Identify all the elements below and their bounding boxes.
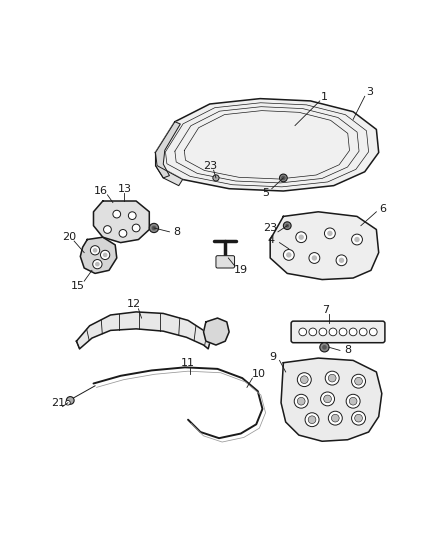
Circle shape (325, 228, 336, 239)
Circle shape (309, 253, 320, 263)
Text: 15: 15 (71, 281, 85, 290)
Circle shape (119, 230, 127, 237)
Polygon shape (93, 201, 149, 243)
Circle shape (354, 237, 360, 242)
Text: 23: 23 (203, 160, 217, 171)
Circle shape (322, 345, 327, 350)
Circle shape (103, 225, 111, 233)
Text: 20: 20 (62, 232, 76, 242)
Circle shape (328, 374, 336, 382)
Text: 8: 8 (173, 227, 181, 237)
Circle shape (298, 235, 304, 240)
Circle shape (103, 253, 107, 257)
Circle shape (308, 416, 316, 424)
Text: 1: 1 (321, 92, 328, 102)
Circle shape (328, 411, 342, 425)
Circle shape (286, 252, 292, 257)
Circle shape (128, 212, 136, 220)
Text: 10: 10 (251, 369, 265, 379)
Circle shape (281, 175, 286, 180)
Circle shape (300, 376, 308, 384)
Circle shape (283, 222, 291, 230)
Text: 6: 6 (379, 204, 386, 214)
Circle shape (352, 374, 366, 388)
Text: 11: 11 (181, 359, 195, 368)
Circle shape (149, 223, 159, 232)
Circle shape (283, 249, 294, 260)
Circle shape (93, 248, 97, 253)
Text: 4: 4 (268, 235, 275, 245)
Circle shape (132, 224, 140, 232)
Circle shape (297, 373, 311, 386)
Circle shape (324, 395, 332, 403)
Circle shape (294, 394, 308, 408)
Circle shape (309, 328, 317, 336)
Circle shape (355, 414, 362, 422)
Circle shape (355, 377, 362, 385)
Circle shape (66, 400, 70, 405)
Text: 19: 19 (234, 265, 248, 276)
Polygon shape (281, 358, 382, 441)
Text: 8: 8 (344, 345, 351, 356)
Circle shape (67, 397, 74, 405)
Circle shape (113, 210, 120, 218)
Circle shape (297, 398, 305, 405)
Circle shape (321, 392, 335, 406)
Circle shape (339, 257, 344, 263)
Circle shape (349, 398, 357, 405)
Circle shape (346, 394, 360, 408)
Text: 5: 5 (262, 188, 269, 198)
Circle shape (359, 328, 367, 336)
Circle shape (213, 175, 219, 181)
Circle shape (299, 328, 307, 336)
Circle shape (95, 262, 100, 266)
Circle shape (285, 224, 289, 228)
Circle shape (312, 255, 317, 261)
Text: 12: 12 (127, 299, 141, 309)
Circle shape (90, 246, 100, 255)
Circle shape (349, 328, 357, 336)
Polygon shape (155, 99, 379, 191)
Circle shape (152, 225, 156, 230)
Circle shape (332, 414, 339, 422)
Text: 21: 21 (51, 398, 65, 408)
Circle shape (329, 328, 337, 336)
Circle shape (339, 328, 347, 336)
Text: 23: 23 (263, 223, 277, 233)
Circle shape (319, 328, 327, 336)
Polygon shape (155, 122, 180, 178)
Circle shape (325, 371, 339, 385)
Polygon shape (204, 318, 229, 345)
FancyBboxPatch shape (216, 256, 235, 268)
Polygon shape (80, 237, 117, 273)
Circle shape (336, 255, 347, 265)
Circle shape (327, 231, 332, 236)
Circle shape (100, 251, 110, 260)
Circle shape (352, 234, 362, 245)
Circle shape (305, 413, 319, 426)
Circle shape (279, 174, 287, 182)
Polygon shape (77, 312, 210, 349)
Circle shape (296, 232, 307, 243)
Circle shape (320, 343, 329, 352)
Circle shape (369, 328, 377, 336)
Circle shape (93, 260, 102, 269)
Text: 7: 7 (322, 304, 329, 314)
Polygon shape (270, 212, 379, 280)
Circle shape (352, 411, 366, 425)
Text: 9: 9 (270, 352, 277, 361)
Text: 13: 13 (117, 184, 131, 193)
FancyBboxPatch shape (291, 321, 385, 343)
Polygon shape (155, 152, 183, 185)
Text: 16: 16 (94, 186, 108, 196)
Text: 3: 3 (367, 87, 374, 98)
